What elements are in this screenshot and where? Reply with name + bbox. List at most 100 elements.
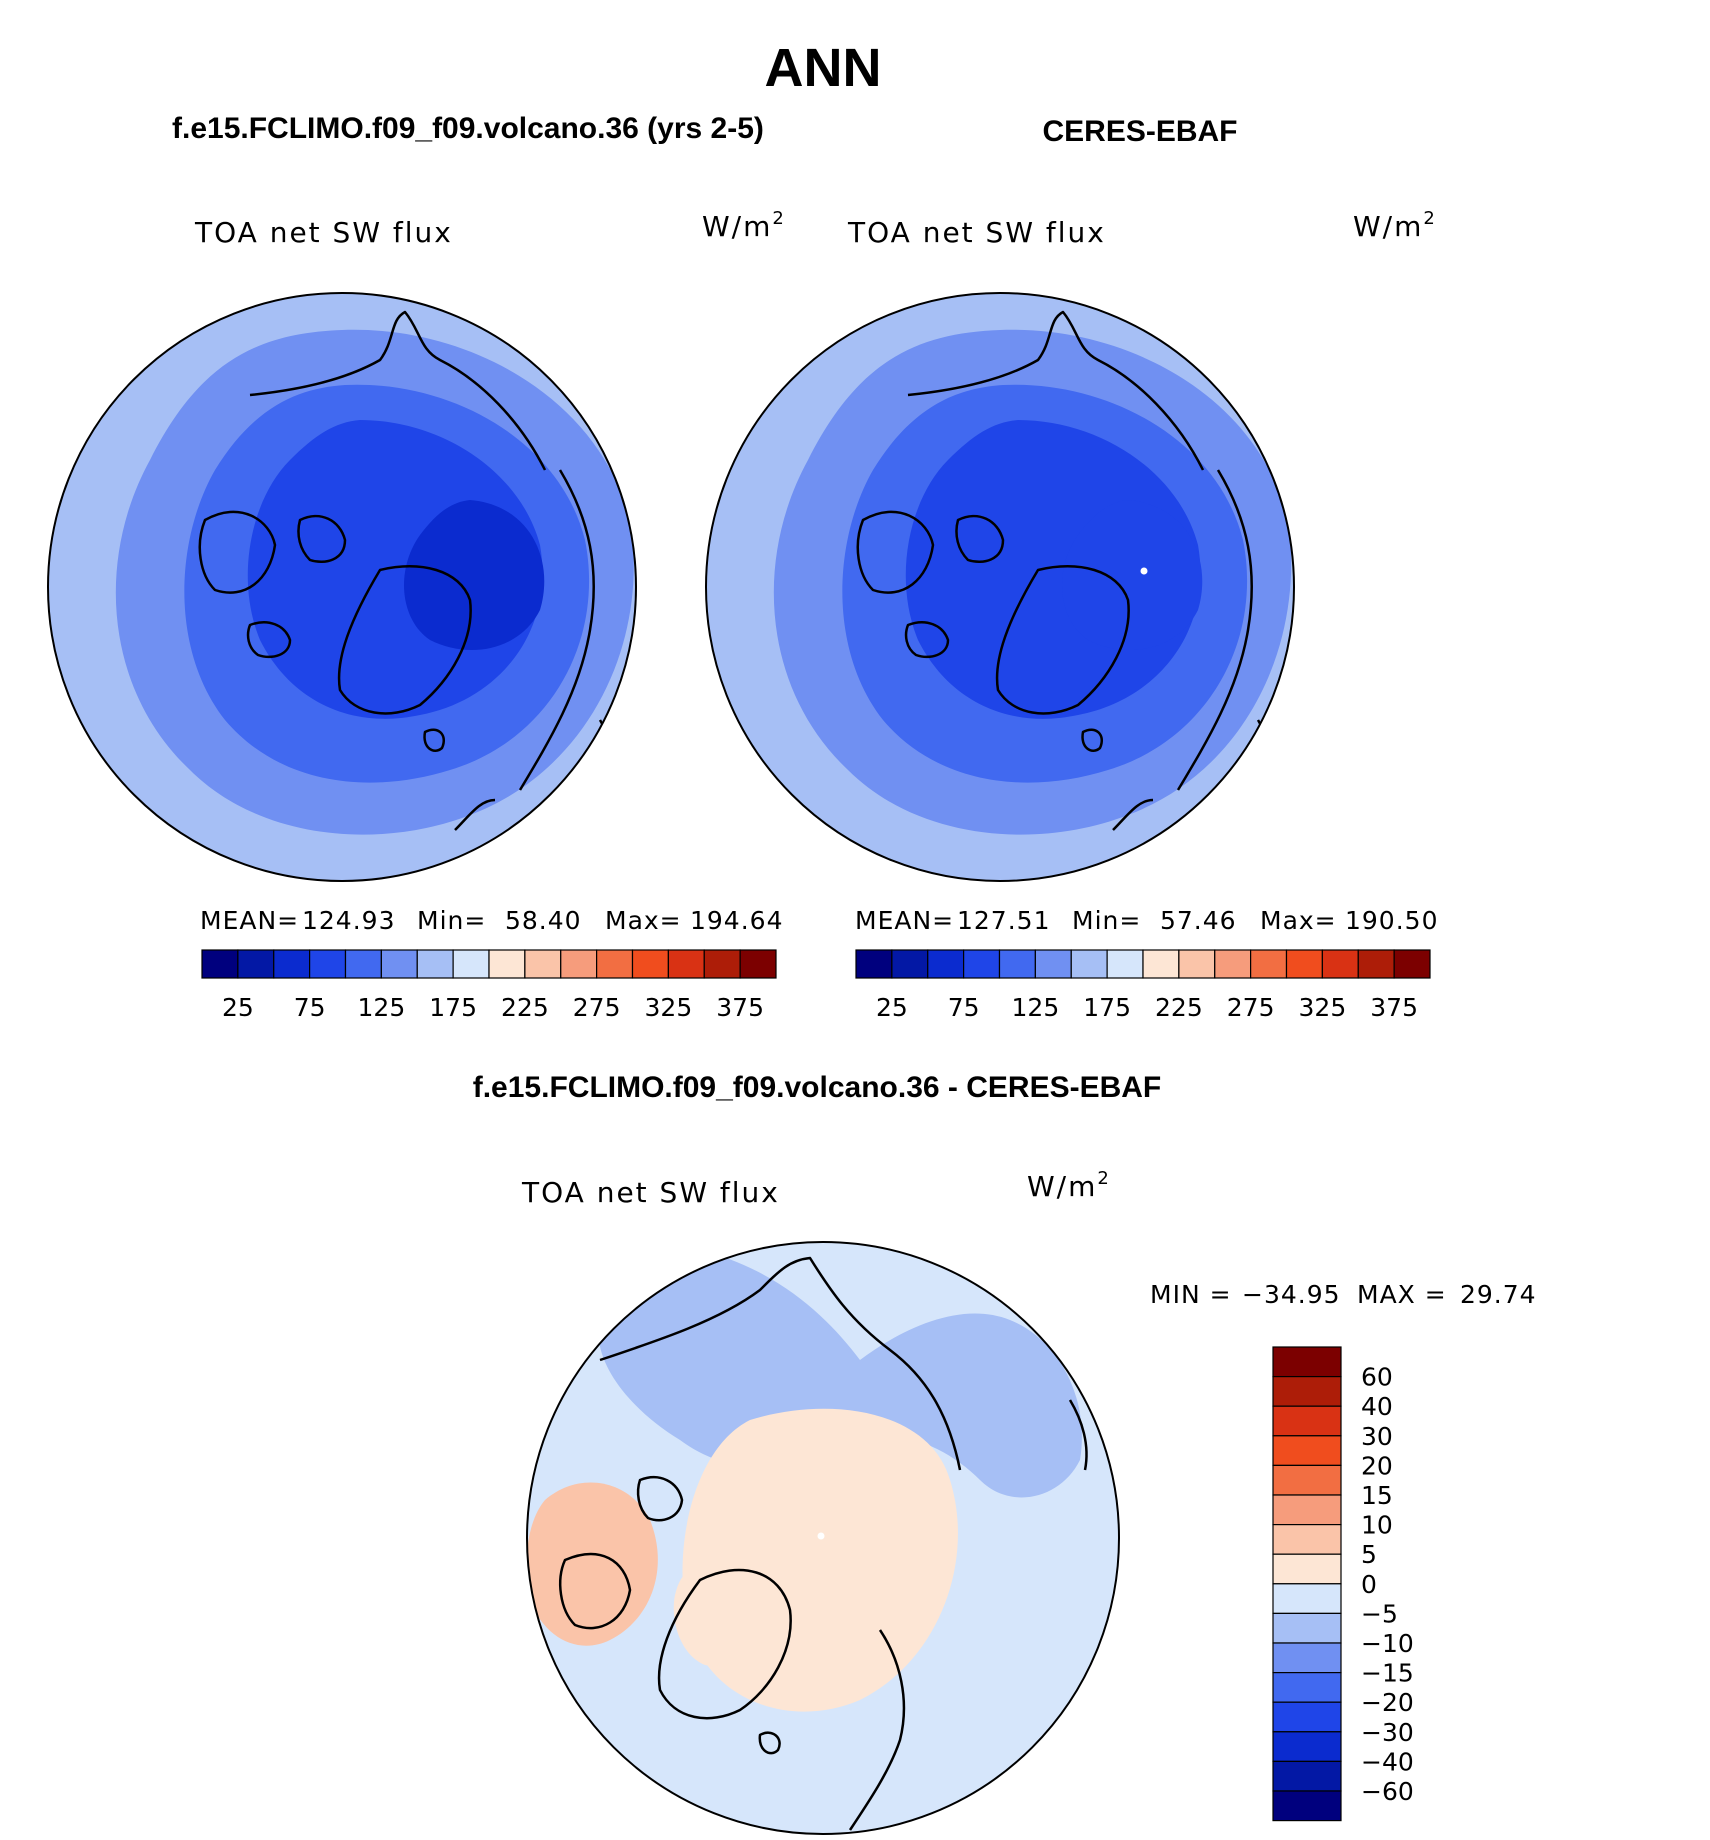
panel-diff-outer-field [598,1250,1082,1498]
panel-obs-colorbar-swatch [1034,949,1072,979]
panel-model-colorbar-swatch [344,949,382,979]
panel-obs-colorbar-tick-label: 75 [948,993,980,1022]
panel-model-variable: TOA net SW flux [194,216,453,249]
panel-diff-colorbar-tick-label: 40 [1361,1392,1393,1421]
panel-obs-colorbar-swatch [1321,949,1359,979]
panel-diff-colorbar-swatch [1272,1701,1342,1733]
panel-obs-colorbar-swatch [855,949,893,979]
panel-model-colorbar-swatch [631,949,669,979]
panel-obs-units: W/m2 [1353,208,1437,243]
panel-obs-colorbar-swatch [1393,949,1431,979]
panel-obs-colorbar-swatch [1250,949,1288,979]
panel-model-colorbar-swatch [309,949,347,979]
panel-model-colorbar-swatch [380,949,418,979]
panel-model-pole-field [403,500,545,650]
panel-model-colorbar-swatch [201,949,239,979]
panel-diff-colorbar-swatch [1272,1671,1342,1703]
panel-diff-colorbar-swatch [1272,1435,1342,1467]
panel-diff-colorbar-tick-label: 60 [1361,1363,1393,1392]
panel-model-colorbar-swatch [703,949,741,979]
panel-obs-colorbar-swatch [1214,949,1252,979]
panel-model-colorbar-tick-label: 375 [716,993,764,1022]
panel-diff-variable: TOA net SW flux [521,1176,780,1209]
panel-obs-colorbar-tick-label: 175 [1083,993,1131,1022]
panel-diff-colorbar-swatch [1272,1405,1342,1437]
panel-model-colorbar-tick-label: 175 [429,993,477,1022]
panel-diff-colorbar-tick-label: −40 [1361,1747,1414,1776]
panel-model-stats: MEAN= 124.93 Min= 58.40 Max= 194.64 [200,906,783,935]
panel-obs-pole-marker [1140,567,1148,575]
panel-model-colorbar-tick-label: 325 [645,993,693,1022]
panel-model-coastlines [198,310,618,831]
panel-model-colorbar-swatch [524,949,562,979]
panel-diff-colorbar-tick-label: −10 [1361,1629,1414,1658]
panel-diff-stats: MIN = −34.95 MAX = 29.74 [1150,1280,1537,1309]
panel-diff: f.e15.FCLIMO.f09_f09.volcano.36 - CERES-… [473,1071,1537,1835]
panel-diff-coastlines [559,1256,1088,1831]
panel-obs-colorbar-tick-label: 125 [1012,993,1060,1022]
panel-diff-colorbar-swatch [1272,1760,1342,1792]
panel-model-colorbar-tick-label: 75 [294,993,326,1022]
panel-model-colorbar-swatch [273,949,311,979]
panel-obs-colorbar-swatch [998,949,1036,979]
panel-model-map [48,293,636,881]
panel-obs-colorbar-swatch [927,949,965,979]
panel-obs-stats: MEAN= 127.51 Min= 57.46 Max= 190.50 [855,906,1438,935]
panel-model-colorbar-tick-label: 125 [358,993,406,1022]
panel-obs: CERES-EBAF TOA net SW flux W/m2 [705,115,1438,1022]
panel-diff-map-border [526,1241,1120,1835]
panel-obs-colorbar-tick-label: 225 [1155,993,1203,1022]
panel-diff-colorbar-tick-label: 20 [1361,1451,1393,1480]
panel-obs-colorbar-swatch [1070,949,1108,979]
panel-obs-colorbar-swatch [1142,949,1180,979]
panel-obs-colorbar-swatch [891,949,929,979]
panel-diff-pole-field [673,1564,775,1666]
panel-model-colorbar-swatch [488,949,526,979]
panel-obs-colorbar-swatch [1106,949,1144,979]
panel-obs-colorbar-tick-label: 275 [1227,993,1275,1022]
panel-model-colorbar-tick-label: 275 [573,993,621,1022]
panel-model-colorbar-swatch [739,949,777,979]
panel-diff-colorbar-swatch [1272,1464,1342,1496]
panel-diff-map [527,1242,1119,1834]
panel-diff-colorbar-swatch [1272,1790,1342,1822]
panel-diff-colorbar-tick-label: −60 [1361,1777,1414,1806]
panel-diff-colorbar-swatch [1272,1583,1342,1615]
panel-diff-colorbar-swatch [1272,1375,1342,1407]
panel-model-colorbar-tick-label: 25 [222,993,254,1022]
panel-diff-colorbar-tick-label: −20 [1361,1688,1414,1717]
panel-diff-colorbar-tick-label: 15 [1361,1481,1393,1510]
panel-model: f.e15.FCLIMO.f09_f09.volcano.36 (yrs 2-5… [47,112,786,1022]
panel-diff-colorbar-swatch [1272,1731,1342,1763]
panel-model-colorbar-swatch [237,949,275,979]
panel-diff-colorbar-tick-label: −30 [1361,1718,1414,1747]
panel-diff-colorbar-swatch [1272,1553,1342,1585]
figure-title: ANN [765,38,882,98]
panel-model-units: W/m2 [702,208,786,243]
panel-obs-map [706,293,1294,881]
panel-diff-title: f.e15.FCLIMO.f09_f09.volcano.36 - CERES-… [473,1071,1162,1104]
panel-model-colorbar-swatch [596,949,634,979]
panel-diff-colorbar-tick-label: 30 [1361,1422,1393,1451]
panel-diff-colorbar-tick-label: 10 [1361,1511,1393,1540]
panel-model-colorbar: 25 75 125 175 225 275 325 375 [201,949,777,1022]
panel-model-colorbar-tick-label: 225 [501,993,549,1022]
panel-model-colorbar-swatch [667,949,705,979]
panel-diff-colorbar-tick-label: 0 [1361,1570,1377,1599]
panel-diff-colorbar-swatch [1272,1346,1342,1378]
panel-diff-colorbar-tick-label: −5 [1361,1599,1398,1628]
panel-obs-colorbar-tick-label: 25 [876,993,908,1022]
panel-model-colorbar-swatch [416,949,454,979]
panel-obs-colorbar: 25 75 125 175 225 275 325 375 [855,949,1431,1022]
panel-model-colorbar-swatch [452,949,490,979]
panel-diff-pole-marker [817,1532,825,1540]
panel-obs-variable: TOA net SW flux [847,216,1106,249]
panel-obs-title: CERES-EBAF [1042,115,1237,148]
panel-obs-colorbar-tick-label: 375 [1370,993,1418,1022]
panel-diff-colorbar-swatch [1272,1612,1342,1644]
panel-obs-colorbar-swatch [1285,949,1323,979]
panel-diff-units: W/m2 [1027,1168,1111,1203]
panel-diff-colorbar-swatch [1272,1523,1342,1555]
